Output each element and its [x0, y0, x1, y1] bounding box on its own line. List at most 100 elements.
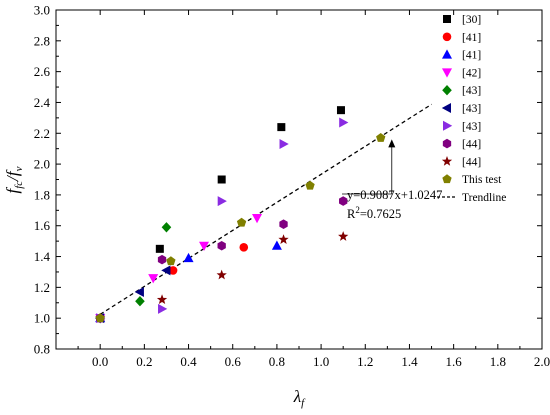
y-tick-label: 2.2 [34, 126, 50, 141]
axis-ticks: 0.0 0.2 0.4 0.6 0.8 1.0 1.2 1.4 1.6 1.8 2.0 0.8 1.0 1… [34, 3, 550, 370]
data-point [271, 240, 282, 250]
data-point [183, 252, 194, 263]
legend-label: [43] [462, 85, 481, 97]
legend-marker [442, 174, 452, 184]
annotation-arrowhead [388, 139, 396, 148]
data-point [134, 286, 144, 297]
series-6 [96, 117, 349, 324]
y-axis-subscript-2: v [13, 166, 25, 171]
series-9 [95, 133, 386, 323]
data-point [148, 274, 159, 284]
data-point [158, 303, 168, 314]
annotation-arrow [342, 146, 393, 195]
x-tick-label: 1.4 [401, 354, 418, 369]
data-point [157, 254, 167, 265]
data-point [336, 106, 345, 115]
data-point [161, 265, 171, 276]
y-axis-subscript-1: fc [13, 181, 25, 189]
legend-label: [43] [462, 103, 481, 115]
x-tick-label: 0.6 [225, 354, 242, 369]
data-point [217, 175, 226, 184]
y-tick-label: 1.6 [34, 218, 51, 233]
y-tick-label: 3.0 [34, 3, 50, 18]
series-3 [95, 214, 263, 324]
legend-marker [443, 120, 453, 131]
series-0 [96, 106, 345, 323]
series-2 [95, 240, 282, 323]
legend-label: [44] [462, 139, 481, 151]
data-point [166, 256, 176, 266]
data-point [277, 123, 286, 132]
data-point [95, 313, 105, 323]
y-tick-label: 2.6 [34, 64, 51, 79]
data-point [239, 243, 249, 252]
x-axis-subscript: f [301, 397, 306, 409]
equation-annotation: y=0.9087x+1.0247 R2=0.7625 [342, 139, 442, 221]
data-point [161, 222, 172, 233]
data-point [236, 217, 247, 227]
data-point [279, 219, 288, 229]
x-tick-label: 1.6 [446, 354, 463, 369]
data-point [339, 117, 349, 128]
y-tick-label: 1.8 [34, 187, 50, 202]
x-tick-label: 0.2 [136, 354, 152, 369]
series-7 [96, 196, 348, 323]
legend-label: [44] [462, 156, 481, 168]
legend-marker [442, 68, 452, 78]
data-point [252, 214, 263, 224]
trendline [99, 103, 432, 315]
x-tick-label: 1.8 [490, 354, 506, 369]
legend-label: [30] [462, 14, 481, 26]
equation-text: y=0.9087x+1.0247 [347, 188, 442, 202]
x-tick-label: 0.0 [92, 354, 108, 369]
legend: [30] [41] [41] [42] [43] [43] [43] [44] [44] This… [437, 14, 506, 204]
y-tick-label: 1.0 [34, 311, 50, 326]
data-point [199, 241, 210, 251]
legend-marker [442, 138, 452, 149]
data-point [156, 294, 168, 305]
x-tick-label: 0.4 [180, 354, 197, 369]
legend-label: [43] [462, 121, 481, 133]
legend-marker [442, 85, 452, 96]
y-tick-label: 0.8 [34, 342, 50, 357]
y-tick-label: 2.8 [34, 33, 50, 48]
r-squared-sup: 2 [355, 205, 360, 215]
series-1 [95, 243, 249, 323]
data-points [94, 106, 386, 324]
data-point [135, 296, 145, 307]
data-point [305, 180, 315, 190]
y-tick-label: 2.0 [34, 157, 50, 172]
data-point [338, 231, 349, 241]
r-squared-suffix: =0.7625 [360, 207, 401, 221]
r-squared-text: R2=0.7625 [347, 205, 401, 221]
y-axis-title: ffc/fv [3, 166, 25, 193]
legend-label: This test [462, 174, 502, 186]
data-point [216, 269, 227, 280]
data-point [217, 240, 226, 251]
trendline-layer [99, 103, 432, 315]
data-point [376, 133, 386, 142]
data-point [217, 196, 227, 207]
legend-label: Trendline [462, 192, 506, 204]
data-point [155, 244, 164, 253]
r-squared-prefix: R [347, 207, 356, 221]
y-tick-label: 1.2 [34, 280, 50, 295]
data-point [278, 234, 289, 244]
x-tick-label: 2.0 [534, 354, 550, 369]
legend-label: [42] [462, 67, 481, 79]
y-tick-label: 1.4 [34, 249, 51, 264]
x-axis-symbol: λ [293, 387, 301, 406]
y-tick-label: 2.4 [34, 95, 51, 110]
legend-marker [442, 32, 452, 42]
legend-label: [41] [462, 50, 481, 62]
x-tick-label: 1.0 [313, 354, 329, 369]
x-tick-label: 1.2 [357, 354, 373, 369]
legend-label: [41] [462, 32, 481, 44]
data-point [279, 139, 289, 150]
data-point [339, 196, 348, 206]
data-point [168, 266, 178, 275]
x-axis-title: λf [293, 387, 306, 409]
x-tick-label: 0.8 [269, 354, 285, 369]
legend-marker [443, 15, 451, 23]
